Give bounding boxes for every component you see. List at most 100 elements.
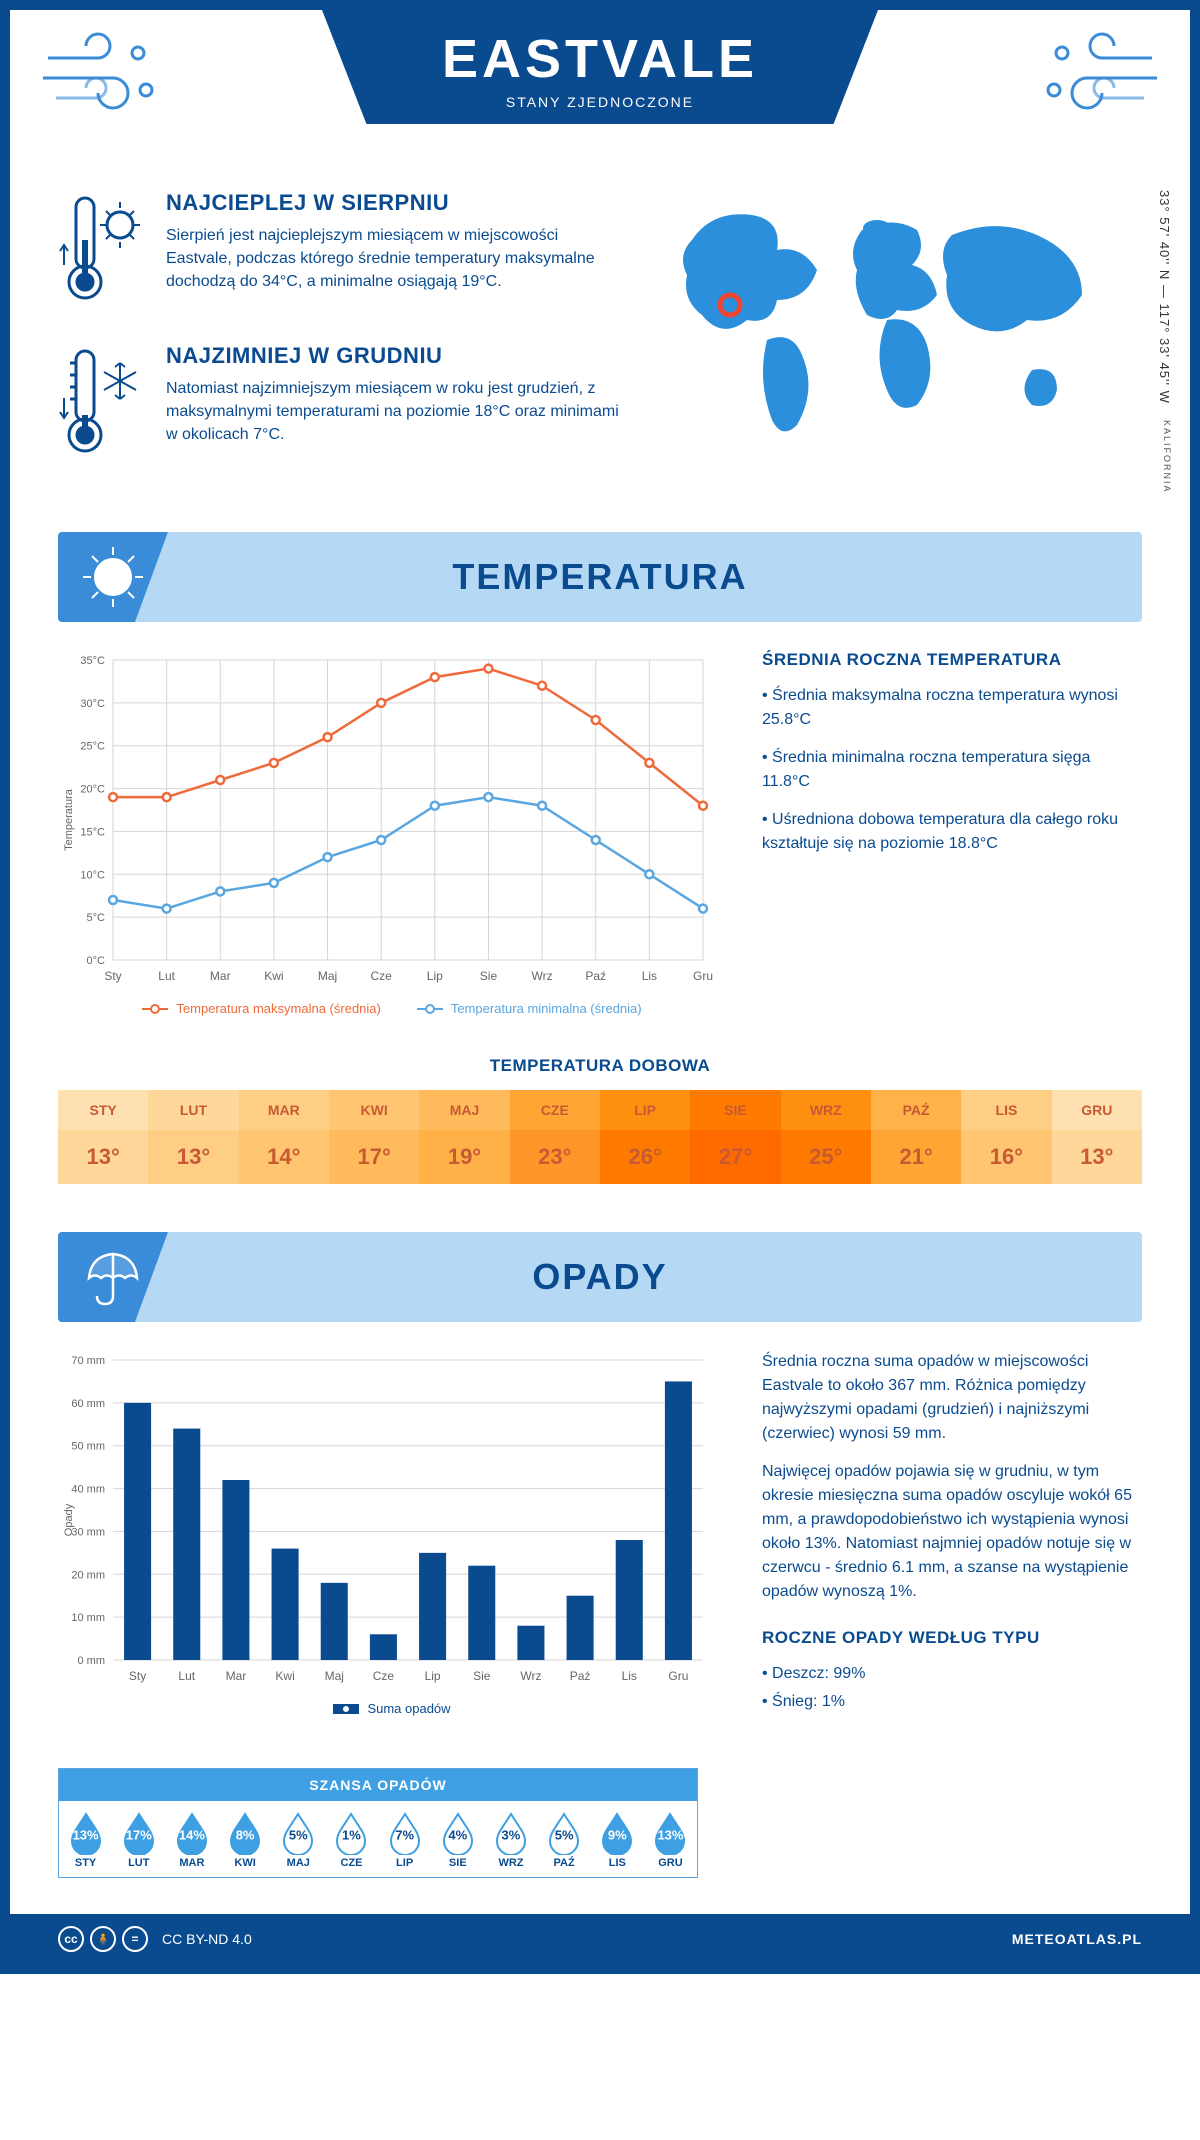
coldest-title: NAJZIMNIEJ W GRUDNIU: [166, 343, 626, 369]
svg-text:Wrz: Wrz: [532, 969, 553, 983]
svg-text:Maj: Maj: [325, 1669, 344, 1683]
svg-text:Paź: Paź: [585, 969, 606, 983]
site-name: METEOATLAS.PL: [1012, 1931, 1142, 1947]
svg-text:10°C: 10°C: [80, 869, 105, 881]
wind-icon: [38, 28, 168, 133]
thermometer-hot-icon: [58, 190, 148, 315]
temp-cell: MAR14°: [239, 1090, 329, 1184]
chance-cell: 3%WRZ: [484, 1801, 537, 1877]
temperature-summary: ŚREDNIA ROCZNA TEMPERATURA • Średnia mak…: [762, 650, 1142, 1016]
chance-cell: 5%MAJ: [272, 1801, 325, 1877]
svg-text:Lut: Lut: [178, 1669, 195, 1683]
precip-chart-legend: Suma opadów: [58, 1701, 726, 1716]
license-text: CC BY-ND 4.0: [162, 1931, 252, 1947]
precipitation-summary: Średnia roczna suma opadów w miejscowośc…: [762, 1350, 1142, 1728]
svg-text:25°C: 25°C: [80, 741, 105, 753]
world-map: 33° 57' 40'' N — 117° 33' 45'' W KALIFOR…: [662, 190, 1142, 496]
precip-type-title: ROCZNE OPADY WEDŁUG TYPU: [762, 1628, 1142, 1648]
precip-type-item: • Deszcz: 99%: [762, 1662, 1142, 1686]
temp-cell: CZE23°: [510, 1090, 600, 1184]
temp-cell: WRZ25°: [781, 1090, 871, 1184]
precip-summary-text: Najwięcej opadów pojawia się w grudniu, …: [762, 1460, 1142, 1604]
svg-text:Temperatura: Temperatura: [63, 788, 75, 851]
section-title-temperature: TEMPERATURA: [452, 556, 747, 598]
svg-text:60 mm: 60 mm: [71, 1398, 105, 1410]
precip-type-item: • Śnieg: 1%: [762, 1690, 1142, 1714]
section-bar-temperature: TEMPERATURA: [58, 532, 1142, 622]
coldest-text: Natomiast najzimniejszym miesiącem w rok…: [166, 377, 626, 447]
svg-text:Lis: Lis: [642, 969, 657, 983]
svg-text:Maj: Maj: [318, 969, 337, 983]
svg-text:0 mm: 0 mm: [78, 1655, 106, 1667]
coordinates: 33° 57' 40'' N — 117° 33' 45'' W: [1157, 190, 1172, 404]
svg-text:Sty: Sty: [104, 969, 121, 983]
sun-icon: [58, 532, 168, 622]
svg-text:35°C: 35°C: [80, 655, 105, 667]
svg-text:30 mm: 30 mm: [71, 1526, 105, 1538]
svg-text:Sty: Sty: [129, 1669, 146, 1683]
by-icon: 🧍: [90, 1926, 116, 1952]
svg-text:Mar: Mar: [210, 969, 231, 983]
svg-text:40 mm: 40 mm: [71, 1484, 105, 1496]
temp-cell: LUT13°: [148, 1090, 238, 1184]
footer: cc 🧍 = CC BY-ND 4.0 METEOATLAS.PL: [10, 1914, 1190, 1964]
svg-text:Kwi: Kwi: [264, 969, 283, 983]
svg-text:Cze: Cze: [371, 969, 393, 983]
precipitation-bar-chart: 0 mm10 mm20 mm30 mm40 mm50 mm60 mm70 mmO…: [58, 1350, 726, 1728]
svg-text:Paź: Paź: [570, 1669, 591, 1683]
temp-cell: SIE27°: [690, 1090, 780, 1184]
title-ribbon: EASTVALE STANY ZJEDNOCZONE: [322, 10, 878, 124]
svg-text:Mar: Mar: [226, 1669, 247, 1683]
chance-cell: 1%CZE: [325, 1801, 378, 1877]
chance-cell: 4%SIE: [431, 1801, 484, 1877]
wind-icon: [1032, 28, 1162, 133]
daily-temp-table: STY13°LUT13°MAR14°KWI17°MAJ19°CZE23°LIP2…: [58, 1090, 1142, 1184]
section-title-precipitation: OPADY: [532, 1256, 667, 1298]
nd-icon: =: [122, 1926, 148, 1952]
daily-temp-title: TEMPERATURA DOBOWA: [10, 1056, 1190, 1076]
hottest-block: NAJCIEPLEJ W SIERPNIU Sierpień jest najc…: [58, 190, 626, 315]
temp-cell: LIP26°: [600, 1090, 690, 1184]
temperature-line-chart: 0°C5°C10°C15°C20°C25°C30°C35°CStyLutMarK…: [58, 650, 726, 1016]
city-name: EASTVALE: [442, 28, 758, 90]
chance-cell: 5%PAŹ: [538, 1801, 591, 1877]
svg-text:20°C: 20°C: [80, 784, 105, 796]
svg-text:0°C: 0°C: [87, 955, 106, 967]
header: EASTVALE STANY ZJEDNOCZONE: [10, 10, 1190, 170]
temp-summary-point: • Uśredniona dobowa temperatura dla całe…: [762, 808, 1142, 856]
chance-cell: 8%KWI: [219, 1801, 272, 1877]
chance-cell: 13%STY: [59, 1801, 112, 1877]
cc-icon: cc: [58, 1926, 84, 1952]
license-badge: cc 🧍 = CC BY-ND 4.0: [58, 1926, 252, 1952]
chance-cell: 17%LUT: [112, 1801, 165, 1877]
temp-cell: LIS16°: [961, 1090, 1051, 1184]
svg-text:Gru: Gru: [668, 1669, 688, 1683]
coldest-block: NAJZIMNIEJ W GRUDNIU Natomiast najzimnie…: [58, 343, 626, 468]
svg-text:15°C: 15°C: [80, 826, 105, 838]
svg-text:Sie: Sie: [480, 969, 498, 983]
svg-text:Lut: Lut: [158, 969, 175, 983]
svg-text:Gru: Gru: [693, 969, 713, 983]
temp-cell: STY13°: [58, 1090, 148, 1184]
hottest-title: NAJCIEPLEJ W SIERPNIU: [166, 190, 626, 216]
section-bar-precipitation: OPADY: [58, 1232, 1142, 1322]
svg-text:Sie: Sie: [473, 1669, 491, 1683]
temp-summary-point: • Średnia minimalna roczna temperatura s…: [762, 746, 1142, 794]
chance-cell: 7%LIP: [378, 1801, 431, 1877]
svg-text:10 mm: 10 mm: [71, 1612, 105, 1624]
thermometer-cold-icon: [58, 343, 148, 468]
temp-summary-point: • Średnia maksymalna roczna temperatura …: [762, 684, 1142, 732]
precip-summary-text: Średnia roczna suma opadów w miejscowośc…: [762, 1350, 1142, 1446]
svg-text:70 mm: 70 mm: [71, 1355, 105, 1367]
chance-cell: 9%LIS: [591, 1801, 644, 1877]
country-name: STANY ZJEDNOCZONE: [442, 94, 758, 110]
svg-text:Opady: Opady: [63, 1503, 75, 1536]
chance-cell: 13%GRU: [644, 1801, 697, 1877]
region-label: KALIFORNIA: [1162, 420, 1172, 494]
svg-text:Lip: Lip: [427, 969, 443, 983]
temp-chart-legend: Temperatura maksymalna (średnia) Tempera…: [58, 1001, 726, 1016]
svg-text:Wrz: Wrz: [520, 1669, 541, 1683]
chance-title: SZANSA OPADÓW: [59, 1769, 697, 1801]
temp-cell: GRU13°: [1052, 1090, 1142, 1184]
temp-cell: KWI17°: [329, 1090, 419, 1184]
